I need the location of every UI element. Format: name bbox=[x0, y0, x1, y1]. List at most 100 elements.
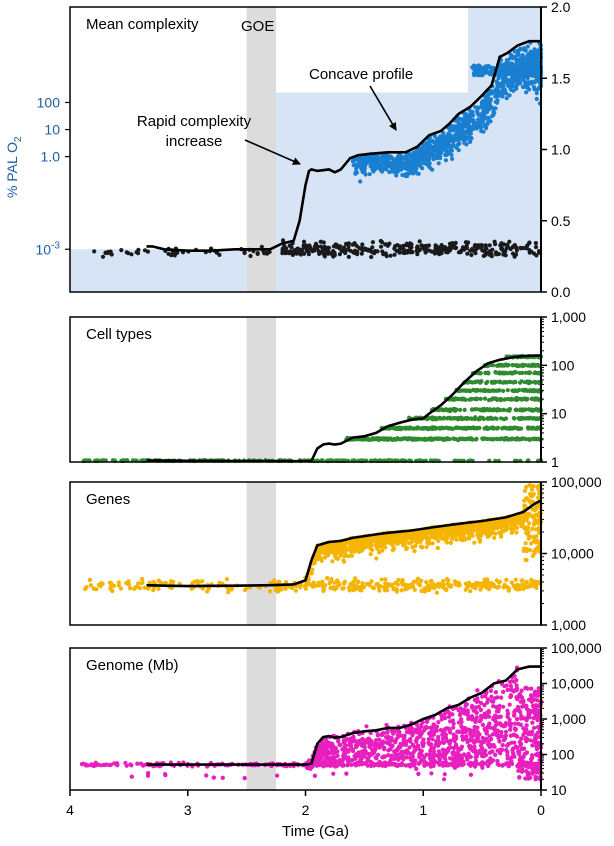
data-point bbox=[509, 77, 515, 82]
data-point bbox=[533, 241, 539, 246]
data-point bbox=[290, 252, 295, 257]
data-point bbox=[361, 546, 366, 551]
data-point bbox=[439, 137, 444, 142]
data-point bbox=[142, 585, 147, 590]
data-point bbox=[471, 425, 476, 430]
scatter-points bbox=[81, 353, 544, 464]
data-point bbox=[393, 165, 398, 170]
goe-band bbox=[246, 317, 277, 462]
data-point bbox=[332, 587, 337, 592]
data-point bbox=[318, 244, 324, 249]
data-point bbox=[337, 252, 342, 257]
data-point bbox=[517, 73, 523, 78]
data-point bbox=[397, 244, 403, 249]
data-point bbox=[437, 149, 442, 154]
data-point bbox=[452, 126, 457, 131]
data-point bbox=[379, 239, 384, 245]
data-point bbox=[347, 588, 352, 593]
data-point bbox=[473, 388, 478, 393]
data-point bbox=[483, 252, 488, 257]
data-point bbox=[370, 245, 375, 250]
data-point bbox=[482, 426, 487, 431]
data-point bbox=[493, 388, 498, 393]
data-point bbox=[419, 578, 424, 583]
data-point bbox=[478, 371, 483, 376]
data-point bbox=[427, 155, 432, 160]
data-point bbox=[322, 244, 327, 249]
data-point bbox=[290, 586, 295, 591]
data-point bbox=[495, 86, 500, 91]
data-point bbox=[532, 69, 537, 74]
data-point bbox=[485, 379, 490, 384]
left-axis-label-main: % PAL O bbox=[4, 142, 20, 198]
right-axis: 0.00.51.01.52.0 bbox=[540, 0, 571, 300]
data-point bbox=[325, 576, 330, 581]
data-point bbox=[355, 584, 360, 589]
data-point bbox=[524, 580, 529, 585]
data-point bbox=[494, 578, 499, 583]
data-point bbox=[405, 158, 410, 163]
data-point bbox=[463, 397, 468, 402]
data-point bbox=[509, 371, 515, 376]
data-point bbox=[468, 131, 473, 136]
data-point bbox=[451, 436, 456, 441]
data-point bbox=[340, 586, 345, 591]
data-point bbox=[465, 251, 470, 256]
data-point bbox=[359, 167, 364, 172]
data-point bbox=[503, 416, 509, 421]
mean-line bbox=[146, 39, 541, 252]
data-point bbox=[139, 581, 144, 586]
data-point bbox=[500, 94, 505, 99]
right-axis-tick-label: 10 bbox=[551, 406, 567, 422]
data-point bbox=[423, 250, 428, 255]
data-point bbox=[320, 579, 325, 584]
data-point bbox=[501, 370, 506, 376]
data-point bbox=[490, 247, 495, 252]
data-point bbox=[455, 118, 460, 123]
data-point bbox=[331, 254, 336, 259]
data-point bbox=[470, 65, 475, 70]
data-point bbox=[505, 58, 511, 63]
data-point bbox=[360, 246, 365, 251]
data-point bbox=[360, 242, 365, 247]
data-point bbox=[513, 67, 518, 72]
data-point bbox=[485, 577, 490, 582]
data-point bbox=[498, 436, 504, 441]
data-point bbox=[379, 162, 384, 167]
data-point bbox=[449, 537, 454, 542]
data-point bbox=[435, 436, 440, 441]
data-point bbox=[523, 246, 529, 251]
data-point bbox=[277, 579, 282, 584]
data-point bbox=[87, 577, 93, 583]
data-point bbox=[409, 159, 414, 164]
left-axis-tick-label: 100 bbox=[37, 94, 61, 110]
scatter-points bbox=[92, 40, 544, 260]
data-point bbox=[535, 371, 540, 376]
data-point bbox=[372, 251, 377, 256]
data-point bbox=[523, 585, 528, 590]
left-axis-tick-label-text: 1.0 bbox=[41, 149, 61, 165]
data-point bbox=[436, 416, 442, 421]
data-point bbox=[455, 396, 460, 401]
data-point bbox=[280, 247, 285, 252]
data-point bbox=[475, 121, 480, 126]
data-point bbox=[336, 542, 341, 547]
right-axis-tick-label: 100 bbox=[551, 357, 575, 373]
data-point bbox=[459, 117, 464, 122]
data-point bbox=[462, 407, 467, 412]
data-point bbox=[409, 155, 414, 160]
data-point bbox=[522, 488, 528, 493]
data-point bbox=[444, 250, 449, 255]
data-point bbox=[283, 251, 288, 256]
annotation-arrows bbox=[244, 85, 397, 165]
data-point bbox=[301, 239, 307, 244]
data-point bbox=[486, 370, 491, 375]
data-point bbox=[482, 68, 487, 73]
data-point bbox=[517, 370, 522, 376]
data-point bbox=[328, 251, 333, 256]
data-point bbox=[293, 588, 299, 593]
data-point bbox=[468, 248, 473, 253]
data-point bbox=[448, 416, 453, 421]
